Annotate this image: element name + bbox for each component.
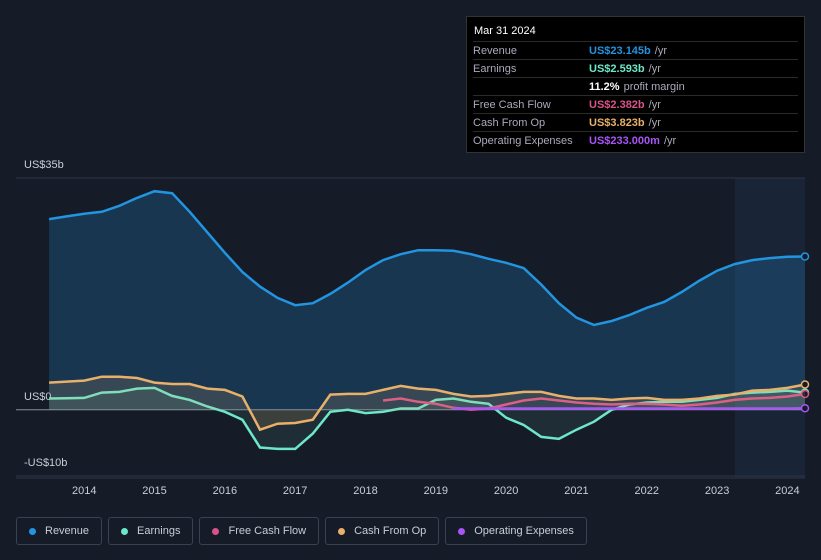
legend-label: Free Cash Flow [228, 525, 307, 537]
tooltip-value: 11.2% [589, 80, 620, 93]
legend-item[interactable]: Earnings [108, 517, 194, 545]
x-tick-label: 2017 [283, 485, 307, 497]
tooltip-unit: /yr [648, 62, 661, 75]
x-tick-label: 2015 [142, 485, 166, 497]
chart: US$35b US$0 -US$10b 2014 2015 2016 2017 2018 201… [16, 159, 810, 497]
x-tick-label: 2024 [775, 485, 799, 497]
series-area [49, 387, 806, 449]
end-point [800, 252, 810, 261]
legend-label: Operating Expenses [474, 525, 574, 537]
tooltip-label: Cash From Op [473, 116, 546, 129]
y-tick-label: US$0 [24, 391, 52, 403]
tooltip-unit: /yr [648, 116, 661, 129]
tooltip-value: US$2.382b [589, 98, 645, 111]
tooltip-value: US$233.000m [589, 134, 660, 147]
series-line [49, 386, 806, 451]
tooltip-row: 11.2% profit margin [473, 77, 798, 95]
tooltip-row: Revenue US$23.145b/yr [473, 41, 798, 59]
series-area [49, 191, 806, 410]
tooltip-unit: profit margin [623, 80, 685, 93]
legend-item[interactable]: Cash From Op [325, 517, 440, 545]
tooltip-unit: /yr [663, 134, 677, 147]
legend-label: Cash From Op [354, 525, 427, 537]
x-tick-label: 2019 [424, 485, 448, 497]
legend-item[interactable]: Free Cash Flow [199, 517, 320, 545]
tooltip-value: US$23.145b [589, 44, 651, 57]
legend-dot [458, 527, 466, 535]
tooltip-label: Operating Expenses [473, 134, 573, 147]
tooltip-label: Revenue [473, 44, 518, 57]
highlight-region [735, 178, 805, 478]
legend: Revenue Earnings Free Cash Flow Cash From O… [16, 517, 587, 545]
x-tick-label: 2023 [705, 485, 729, 497]
x-tick-label: 2020 [494, 485, 518, 497]
tooltip-value: US$3.823b [589, 116, 645, 129]
series-line [49, 375, 806, 432]
tooltip-row: Free Cash Flow US$2.382b/yr [473, 95, 798, 113]
series-line [48, 189, 806, 327]
legend-dot [29, 527, 36, 535]
x-tick-label: 2021 [564, 485, 588, 497]
x-tick-label: 2014 [72, 485, 96, 497]
series-area [49, 376, 806, 430]
legend-item[interactable]: Revenue [16, 517, 103, 545]
legend-label: Revenue [45, 525, 90, 537]
y-tick-label: -US$10b [24, 457, 67, 469]
y-tick-label: US$35b [24, 159, 64, 171]
tooltip-unit: /yr [648, 98, 661, 111]
tooltip-row: Operating Expenses US$233.000m/yr [473, 131, 798, 149]
x-tick-label: 2022 [635, 485, 659, 497]
tooltip-row: Earnings US$2.593b/yr [473, 59, 798, 77]
legend-dot [121, 527, 129, 535]
x-tick-label: 2016 [213, 485, 237, 497]
end-point [800, 389, 810, 399]
legend-item[interactable]: Operating Expenses [445, 517, 587, 545]
tooltip-value: US$2.593b [589, 62, 645, 75]
legend-dot [338, 527, 346, 535]
tooltip-label: Earnings [473, 62, 517, 75]
legend-label: Earnings [137, 525, 181, 537]
tooltip: Mar 31 2024 Revenue US$23.145b/yr Earnings U… [466, 16, 805, 153]
x-tick-label: 2018 [353, 485, 377, 497]
tooltip-date: Mar 31 2024 [474, 25, 536, 37]
tooltip-unit: /yr [654, 44, 667, 57]
tooltip-label: Free Cash Flow [473, 98, 551, 111]
end-point [800, 380, 810, 389]
legend-dot [212, 527, 220, 535]
tooltip-row: Cash From Op US$3.823b/yr [473, 113, 798, 131]
end-point [800, 403, 810, 413]
